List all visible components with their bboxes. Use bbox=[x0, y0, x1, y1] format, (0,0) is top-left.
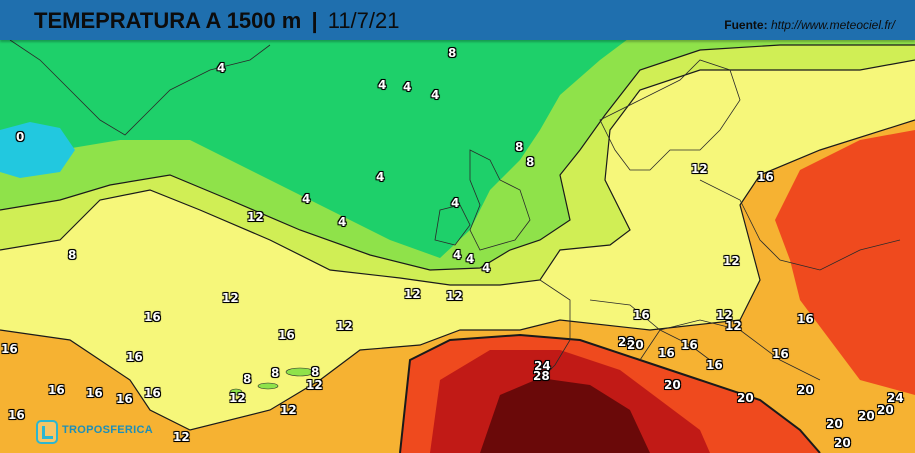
isotherm-label: 16 bbox=[681, 338, 698, 352]
isotherm-label: 4 bbox=[482, 261, 491, 275]
isotherm-label: 4 bbox=[453, 248, 462, 262]
isotherm-label: 16 bbox=[278, 328, 295, 342]
isotherm-label: 12 bbox=[229, 391, 246, 405]
troposferica-logo-icon bbox=[36, 420, 58, 444]
source-credit: Fuente: http://www.meteociel.fr/ bbox=[724, 18, 895, 32]
band-20-east bbox=[775, 130, 915, 395]
isotherm-label: 8 bbox=[311, 365, 320, 379]
isotherm-label: 20 bbox=[877, 403, 894, 417]
isotherm-label: 4 bbox=[217, 61, 226, 75]
title-separator: | bbox=[311, 8, 318, 33]
isotherm-label: 12 bbox=[446, 289, 463, 303]
isotherm-label: 4 bbox=[451, 196, 460, 210]
isotherm-label: 4 bbox=[403, 80, 412, 94]
isotherm-label: 12 bbox=[725, 319, 742, 333]
isotherm-label: 28 bbox=[533, 369, 550, 383]
isotherm-label: 16 bbox=[116, 392, 133, 406]
isotherm-label: 4 bbox=[378, 78, 387, 92]
isotherm-label: 20 bbox=[618, 335, 635, 349]
map-date: 11/7/21 bbox=[327, 8, 400, 33]
isotherm-label: 8 bbox=[515, 140, 524, 154]
isotherm-label: 8 bbox=[526, 155, 535, 169]
isotherm-label: 4 bbox=[376, 170, 385, 184]
isotherm-label: 16 bbox=[8, 408, 25, 422]
isotherm-label: 16 bbox=[126, 350, 143, 364]
band-28 bbox=[480, 378, 650, 453]
isotherm-label: 8 bbox=[271, 366, 280, 380]
isotherm-label: 16 bbox=[797, 312, 814, 326]
isotherm-label: 20 bbox=[858, 409, 875, 423]
isotherm-label: 16 bbox=[658, 346, 675, 360]
isotherm-label: 12 bbox=[280, 403, 297, 417]
isotherm-label: 12 bbox=[716, 308, 733, 322]
isotherm-label: 12 bbox=[723, 254, 740, 268]
isotherm-label: 12 bbox=[222, 291, 239, 305]
isotherm-label: 16 bbox=[772, 347, 789, 361]
isotherm-label: 20 bbox=[834, 436, 851, 450]
isotherm-label: 12 bbox=[306, 378, 323, 392]
source-label: Fuente: bbox=[724, 18, 768, 32]
isotherm-label: 4 bbox=[466, 252, 475, 266]
isotherm-label: 4 bbox=[302, 192, 311, 206]
isotherm-label: 16 bbox=[1, 342, 18, 356]
band-below-0 bbox=[0, 122, 75, 178]
isotherm-label: 20 bbox=[664, 378, 681, 392]
band-0 bbox=[0, 0, 660, 258]
isotherm-label: 16 bbox=[633, 308, 650, 322]
isotherm-label: 16 bbox=[86, 386, 103, 400]
isotherm-label: 16 bbox=[144, 310, 161, 324]
isotherm-label: 20 bbox=[737, 391, 754, 405]
isotherm-label: 20 bbox=[826, 417, 843, 431]
source-url[interactable]: http://www.meteociel.fr/ bbox=[770, 18, 895, 32]
isotherm-label: 16 bbox=[48, 383, 65, 397]
isotherm-label: 12 bbox=[404, 287, 421, 301]
isotherm-label: 16 bbox=[706, 358, 723, 372]
isotherm-label: 16 bbox=[757, 170, 774, 184]
isotherm-label: 12 bbox=[247, 210, 264, 224]
isotherm-label: 8 bbox=[68, 248, 77, 262]
isotherm-label: 8 bbox=[448, 46, 457, 60]
isotherm-label: 20 bbox=[797, 383, 814, 397]
title-main: TEMEPRATURA A 1500 m bbox=[34, 8, 302, 33]
header-bar: TEMEPRATURA A 1500 m | 11/7/21 Fuente: h… bbox=[0, 0, 915, 40]
isotherm-label: 20 bbox=[627, 338, 644, 352]
coastlines bbox=[9, 39, 901, 381]
isotherm-label: 24 bbox=[534, 359, 551, 373]
isotherm-label: 4 bbox=[338, 215, 347, 229]
isotherm-label: 12 bbox=[336, 319, 353, 333]
isotherm-label: 12 bbox=[173, 430, 190, 444]
atlantic-islands bbox=[229, 367, 315, 396]
logo-name: TROPOSFERICA bbox=[62, 424, 153, 436]
isotherm-label: 12 bbox=[691, 162, 708, 176]
map-title: TEMEPRATURA A 1500 m | 11/7/21 bbox=[34, 8, 400, 34]
isotherm-label: 4 bbox=[431, 88, 440, 102]
isotherm-label: 8 bbox=[243, 372, 252, 386]
isotherm-label: 0 bbox=[16, 130, 25, 144]
isotherm-label: 16 bbox=[144, 386, 161, 400]
isotherm-label: 24 bbox=[887, 391, 904, 405]
